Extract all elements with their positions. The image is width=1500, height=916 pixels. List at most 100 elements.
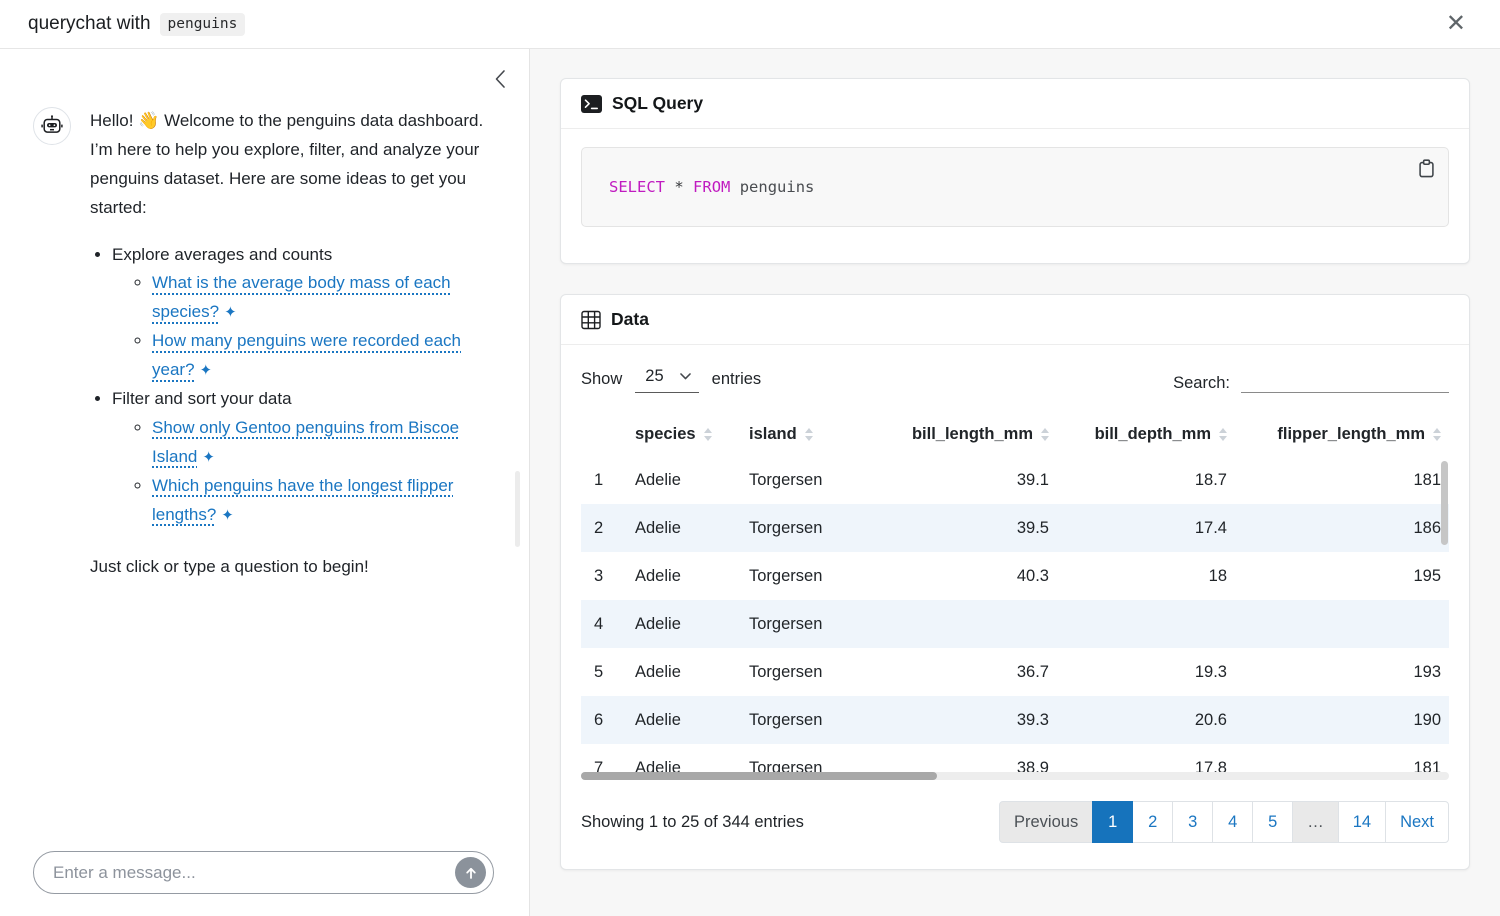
search-control: Search: <box>1173 367 1449 393</box>
table-cell: Torgersen <box>749 662 823 681</box>
page-button[interactable]: 2 <box>1132 801 1174 843</box>
column-header[interactable]: flipper_length_mm <box>1235 413 1449 456</box>
sort-icon <box>1433 428 1441 441</box>
table-cell <box>1057 600 1235 648</box>
page-button: … <box>1292 801 1339 843</box>
data-table-container: species island bill_length_mm bill_depth_mm… <box>581 413 1449 785</box>
page-size-value: 25 <box>645 367 664 385</box>
column-label: island <box>749 425 797 443</box>
table-cell: Adelie <box>635 518 681 537</box>
table-cell: Adelie <box>635 662 681 681</box>
suggestion-category: Explore averages and counts What is the a… <box>112 241 484 385</box>
dataset-name-chip: penguins <box>159 12 246 36</box>
sql-token: penguins <box>739 178 815 196</box>
copy-code-button[interactable] <box>1414 155 1439 185</box>
clipboard-icon <box>1419 159 1434 178</box>
page-button[interactable]: Next <box>1385 801 1449 843</box>
row-index: 1 <box>594 470 604 489</box>
table-cell: 39.3 <box>1016 710 1049 729</box>
greeting-text: Hello! 👋 Welcome to the penguins data da… <box>90 111 484 217</box>
table-cell: Torgersen <box>749 470 823 489</box>
category-label: Explore averages and counts <box>112 244 333 264</box>
assistant-message: Hello! 👋 Welcome to the penguins data da… <box>0 49 529 582</box>
row-index: 5 <box>594 662 604 681</box>
chat-panel: Hello! 👋 Welcome to the penguins data da… <box>0 49 530 916</box>
horizontal-scrollbar[interactable] <box>581 772 937 780</box>
sql-card-title: SQL Query <box>612 93 704 113</box>
data-table: species island bill_length_mm bill_depth_mm… <box>581 413 1449 785</box>
suggestion-link[interactable]: Show only Gentoo penguins from Biscoe Is… <box>152 417 460 466</box>
row-index: 2 <box>594 518 604 537</box>
sparkle-icon: ✦ <box>199 362 213 380</box>
table-cell: Adelie <box>635 710 681 729</box>
arrow-up-icon <box>465 867 476 879</box>
chat-message-input[interactable] <box>53 862 455 883</box>
sparkle-icon: ✦ <box>224 304 237 322</box>
column-header[interactable]: island <box>741 413 869 456</box>
horizontal-scrollbar-track <box>581 772 1449 780</box>
table-row: 4 Adelie Torgersen <box>581 600 1449 648</box>
row-index: 4 <box>594 614 604 633</box>
sql-token: SELECT <box>609 178 665 196</box>
page-button[interactable]: 3 <box>1172 801 1214 843</box>
suggestion-link[interactable]: Which penguins have the longest flipper … <box>152 475 454 524</box>
table-cell: Adelie <box>635 566 681 585</box>
category-label: Filter and sort your data <box>112 389 292 409</box>
suggestion-item: Which penguins have the longest flipper … <box>152 472 484 530</box>
sql-code: SELECT * FROM penguins <box>609 178 814 196</box>
suggestion-link[interactable]: What is the average body mass of each sp… <box>152 273 451 322</box>
table-cell: 193 <box>1413 662 1441 681</box>
page-button[interactable]: 4 <box>1212 801 1254 843</box>
search-input[interactable] <box>1241 367 1449 393</box>
suggestion-link[interactable]: How many penguins were recorded each yea… <box>152 331 462 380</box>
table-row: 3 Adelie Torgersen 40.3 18 195 <box>581 552 1449 600</box>
terminal-icon <box>581 94 602 113</box>
table-cell: 186 <box>1413 518 1441 537</box>
vertical-scrollbar[interactable] <box>1441 461 1448 545</box>
pagination: Previous 1 2 3 4 5… 14 Next <box>999 801 1449 843</box>
table-cell: 20.6 <box>1194 710 1227 729</box>
table-cell: 18.7 <box>1194 470 1227 489</box>
chevron-left-icon <box>495 70 505 88</box>
table-cell: 39.5 <box>1016 518 1049 537</box>
table-cell: 195 <box>1413 566 1441 585</box>
page-button: Previous <box>999 801 1094 843</box>
page-button[interactable]: 5 <box>1252 801 1294 843</box>
page-size-select[interactable]: 25 <box>635 365 699 393</box>
sql-code-block: SELECT * FROM penguins <box>581 147 1449 227</box>
column-header[interactable]: species <box>627 413 741 456</box>
sql-token: * <box>674 178 684 196</box>
robot-avatar-icon <box>33 107 71 145</box>
page-button[interactable]: 14 <box>1337 801 1387 843</box>
chat-scrollbar[interactable] <box>515 471 520 547</box>
table-info: Showing 1 to 25 of 344 entries <box>581 812 804 831</box>
table-cell: 18 <box>1208 566 1227 585</box>
page-button[interactable]: 1 <box>1092 801 1134 843</box>
sql-token: FROM <box>693 178 731 196</box>
column-label: bill_depth_mm <box>1094 425 1211 443</box>
chevron-down-icon <box>679 373 691 380</box>
close-button[interactable]: ✕ <box>1440 10 1472 38</box>
row-index-header <box>581 413 627 456</box>
collapse-sidebar-button[interactable] <box>490 65 510 96</box>
table-cell: 36.7 <box>1016 662 1049 681</box>
row-index: 7 <box>594 758 604 777</box>
table-cell: Torgersen <box>749 614 823 633</box>
closing-text: Just click or type a question to begin! <box>90 557 369 577</box>
send-message-button[interactable] <box>455 857 486 888</box>
suggestion-item: What is the average body mass of each sp… <box>152 269 484 327</box>
column-header[interactable]: bill_length_mm <box>869 413 1057 456</box>
table-cell: Torgersen <box>749 566 823 585</box>
column-label: bill_length_mm <box>911 425 1033 443</box>
table-cell: Adelie <box>635 470 681 489</box>
table-cell <box>869 600 1057 648</box>
table-row: 6 Adelie Torgersen 39.3 20.6 190 <box>581 696 1449 744</box>
table-icon <box>581 310 601 329</box>
title-bar: querychat with penguins ✕ <box>0 0 1500 49</box>
show-label: Show <box>581 369 623 388</box>
table-cell: 190 <box>1413 710 1441 729</box>
chat-input-container <box>33 851 494 894</box>
table-cell: 181 <box>1413 470 1441 489</box>
column-header[interactable]: bill_depth_mm <box>1057 413 1235 456</box>
app-title-text: querychat with <box>28 13 151 34</box>
